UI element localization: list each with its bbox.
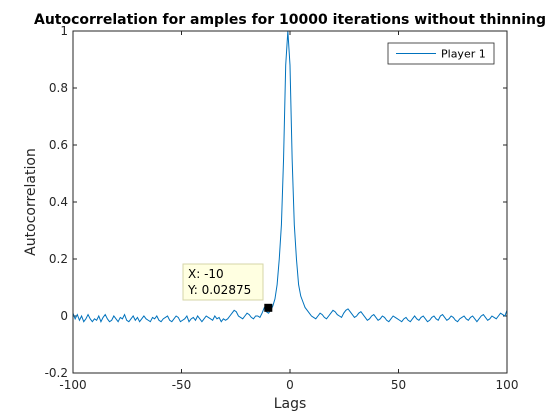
plot-frame: [72, 30, 508, 374]
datatip-box: [182, 263, 264, 301]
y-axis: -0.2 0 0.2 0.4 0.6 0.8 1: [45, 24, 507, 380]
x-axis: -100 -50 0 50 100: [59, 31, 518, 392]
x-tick-label: -50: [172, 378, 192, 392]
y-tick-label: -0.2: [45, 366, 68, 380]
datatip-y-text: Y: 0.02875: [187, 283, 251, 297]
x-tick-label: 50: [391, 378, 406, 392]
x-axis-label: Lags: [274, 396, 307, 412]
datatip-marker[interactable]: [264, 303, 273, 312]
legend-label-player-1: Player 1: [441, 48, 486, 61]
y-tick-label: 1: [60, 24, 68, 38]
y-tick-label: 0.2: [49, 252, 68, 266]
legend[interactable]: Player 1: [387, 42, 495, 65]
x-tick-label: 100: [496, 378, 519, 392]
chart-title: Autocorrelation for amples for 10000 ite…: [34, 12, 546, 28]
datatip-x-text: X: -10: [188, 267, 224, 281]
series-line-player-1: [72, 30, 508, 323]
y-tick-label: 0.4: [49, 195, 68, 209]
y-tick-label: 0: [60, 309, 68, 323]
y-tick-label: 0.8: [49, 81, 68, 95]
x-tick-label: 0: [286, 378, 294, 392]
datatip[interactable]: X: -10 Y: 0.02875: [182, 263, 273, 312]
y-axis-label: Autocorrelation: [23, 148, 39, 256]
x-tick-label: -100: [59, 378, 86, 392]
y-tick-label: 0.6: [49, 138, 68, 152]
plot-area: [73, 31, 507, 373]
legend-box: [387, 42, 495, 65]
